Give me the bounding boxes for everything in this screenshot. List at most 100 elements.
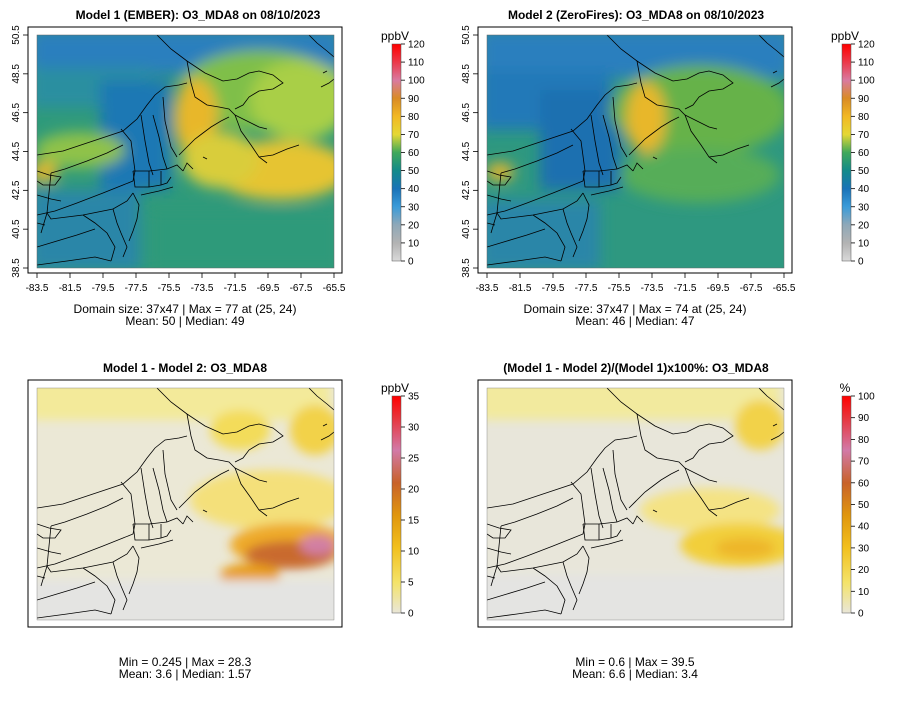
colorbar-tick-label: 100 [858,392,875,403]
colorbar-tick-label: 20 [858,565,870,576]
x-tick-label: -81.5 [509,283,532,294]
colorbar-tick-label: 0 [408,257,414,268]
y-tick-label: 42.5 [11,180,22,200]
panel-difference: Model 1 - Model 2: O3_MDA8 [27,361,343,628]
heatmap-field [37,388,334,620]
colorbar-tick-label: 20 [858,220,870,231]
stats-line: Min = 0.245 | Max = 28.3 [119,655,252,669]
colorbar-tick-label: 40 [408,184,420,195]
colorbar-tick-label: 100 [408,76,425,87]
colorbar-tick-label: 35 [408,392,420,403]
colorbar-tick-label: 50 [858,166,870,177]
x-tick-label: -77.5 [125,283,148,294]
heatmap-field [487,35,784,268]
colorbar-tick-label: 10 [408,238,420,249]
x-tick-label: -73.5 [191,283,214,294]
colorbar-tick-label: 10 [858,238,870,249]
y-tick-label: 38.5 [461,258,472,278]
colorbar-tick-label: 60 [408,148,420,159]
y-tick-label: 38.5 [11,258,22,278]
colorbar-tick-label: 110 [858,58,874,69]
y-tick-label: 40.5 [11,219,22,239]
colorbar-tick-label: 90 [858,413,870,424]
colorbar-tick-label: 0 [858,609,864,620]
colorbar-tick-label: 0 [858,257,864,268]
y-tick-label: 40.5 [461,219,472,239]
colorbar-tick-label: 110 [408,58,424,69]
x-tick-label: -67.5 [290,283,313,294]
colorbar-tick-label: 0 [408,609,414,620]
x-tick-label: -73.5 [641,283,664,294]
plot-frame [27,379,343,628]
colorbar-difference [391,395,402,614]
plot-frame [477,26,793,274]
colorbar-tick-label: 90 [408,94,420,105]
panel-title: Model 1 (EMBER): O3_MDA8 on 08/10/2023 [76,8,321,22]
axis-ticks: -83.5 -81.5 -79.5 -77.5 -75.5 -73.5 -71.5 -69.5… [11,25,875,620]
colorbar-tick-label: 80 [858,435,870,446]
panel-title: Model 2 (ZeroFires): O3_MDA8 on 08/10/20… [508,8,764,22]
panel-title: (Model 1 - Model 2)/(Model 1)x100%: O3_M… [503,361,769,375]
y-tick-label: 46.5 [461,102,472,122]
plot-frame [27,26,343,274]
panel-title: Model 1 - Model 2: O3_MDA8 [103,361,267,375]
colorbar-tick-label: 40 [858,522,870,533]
colorbar-tick-label: 10 [408,547,420,558]
panel-model2: Model 2 (ZeroFires): O3_MDA8 on 08/10/20… [477,8,793,274]
x-tick-label: -75.5 [158,283,181,294]
colorbar-tick-label: 10 [858,587,870,598]
colorbar-tick-label: 120 [408,40,425,51]
colorbar-tick-label: 30 [858,543,870,554]
stats-line: Mean: 46 | Median: 47 [575,314,695,328]
colorbar-tick-label: 20 [408,220,420,231]
x-tick-label: -83.5 [476,283,499,294]
colorbar-tick-label: 50 [408,166,420,177]
panel-model1: Model 1 (EMBER): O3_MDA8 on 08/10/2023 [27,8,343,274]
colorbar-tick-label: 100 [858,76,875,87]
colorbar-tick-label: 50 [858,500,870,511]
x-tick-label: -83.5 [26,283,49,294]
stats-line: Min = 0.6 | Max = 39.5 [575,655,695,669]
stats-line: Domain size: 37x47 | Max = 77 at (25, 24… [74,302,297,316]
plot-frame [477,379,793,628]
colorbar-tick-label: 70 [408,130,420,141]
colorbar-tick-label: 15 [408,516,420,527]
colorbar-unit: ppbV [831,29,859,43]
heatmap-field [487,388,784,620]
colorbar-tick-label: 60 [858,148,870,159]
y-tick-label: 50.5 [461,25,472,45]
y-tick-label: 42.5 [461,180,472,200]
x-tick-label: -71.5 [674,283,697,294]
colorbar-tick-label: 80 [408,112,420,123]
colorbar-tick-label: 5 [408,578,414,589]
colorbar-tick-label: 70 [858,130,870,141]
y-tick-label: 44.5 [11,141,22,161]
colorbar-unit: ppbV [381,29,409,43]
y-tick-label: 46.5 [11,102,22,122]
x-tick-label: -77.5 [575,283,598,294]
colorbar-tick-label: 30 [408,423,420,434]
stats-line: Mean: 6.6 | Median: 3.4 [572,667,698,681]
colorbar-unit: ppbV [381,381,409,395]
x-tick-label: -65.5 [323,283,346,294]
x-tick-label: -65.5 [773,283,796,294]
colorbar-model1 [391,43,402,262]
colorbar-tick-label: 30 [408,202,420,213]
stats-line: Domain size: 37x47 | Max = 74 at (25, 24… [524,302,747,316]
colorbar-tick-label: 20 [408,485,420,496]
colorbar-tick-label: 30 [858,202,870,213]
x-tick-label: -79.5 [92,283,115,294]
colorbar-tick-label: 25 [408,454,420,465]
y-tick-label: 48.5 [11,64,22,84]
x-tick-label: -75.5 [608,283,631,294]
y-tick-label: 48.5 [461,64,472,84]
x-tick-label: -79.5 [542,283,565,294]
colorbar-unit: % [840,381,851,395]
x-tick-label: -69.5 [257,283,280,294]
colorbar-tick-label: 60 [858,478,870,489]
colorbar-tick-label: 40 [858,184,870,195]
stats-line: Mean: 50 | Median: 49 [125,314,245,328]
colorbar-model2 [841,43,852,262]
y-tick-label: 44.5 [461,141,472,161]
